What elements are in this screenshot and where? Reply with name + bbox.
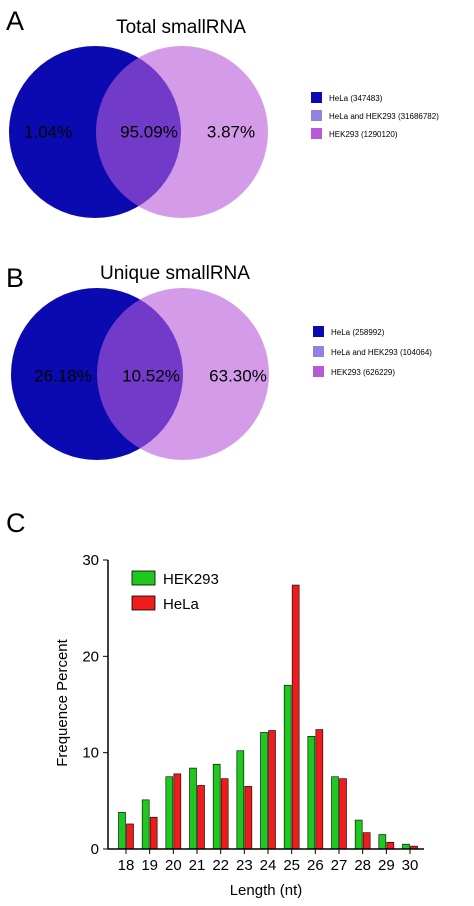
bar-hek293-27 bbox=[331, 776, 339, 850]
panel-b-title: Unique smallRNA bbox=[100, 263, 250, 284]
bar-hela-29 bbox=[386, 841, 395, 850]
legend-b-swatch bbox=[313, 366, 324, 377]
bar-hela-23 bbox=[244, 786, 253, 850]
bar-hek293-23 bbox=[236, 750, 245, 850]
x-axis-ticks: 18 19 20 21 22 23 24 25 26 27 28 29 30 bbox=[118, 849, 419, 874]
legend-b: HeLa (258992) HeLa and HEK293 (104064) H… bbox=[313, 326, 432, 377]
panel-b: B Unique smallRNA 26.18% 10.52% 63.30% H… bbox=[6, 263, 432, 460]
legend-b-swatch bbox=[313, 346, 324, 357]
chart-legend: HEK293 HeLa bbox=[131, 570, 219, 613]
venn-a: 1.04% 95.09% 3.87% bbox=[9, 46, 268, 218]
bar-hek293-20 bbox=[165, 776, 174, 850]
venn-b-overlap-label: 10.52% bbox=[122, 366, 180, 385]
legend-b-item: HeLa and HEK293 (104064) bbox=[313, 346, 432, 357]
bar-hela-18 bbox=[126, 823, 134, 850]
bar-hek293-21 bbox=[189, 767, 197, 850]
bar-hek293-24 bbox=[260, 732, 268, 850]
legend-a-swatch bbox=[311, 110, 322, 121]
legend-a-item: HEK293 (1290120) bbox=[311, 128, 398, 139]
venn-b-hek293-only-label: 63.30% bbox=[209, 366, 267, 385]
bar-hela-26 bbox=[315, 729, 324, 850]
x-tick-label: 21 bbox=[189, 857, 206, 874]
legend-label-hela: HeLa bbox=[163, 596, 200, 613]
bar-hek293-29 bbox=[378, 834, 387, 850]
venn-a-hek293-circle bbox=[96, 46, 268, 218]
venn-a-hek293-only-label: 3.87% bbox=[207, 122, 255, 141]
x-tick-label: 22 bbox=[212, 857, 229, 874]
bar-hela-20 bbox=[173, 773, 182, 850]
legend-b-label: HeLa and HEK293 (104064) bbox=[331, 348, 432, 357]
x-tick-label: 23 bbox=[236, 857, 253, 874]
bar-hek293-26 bbox=[307, 735, 316, 850]
bar-hek293-18 bbox=[118, 812, 126, 850]
bar-hek293-28 bbox=[354, 819, 363, 850]
bar-hela-25 bbox=[291, 584, 300, 850]
legend-a-label: HeLa and HEK293 (31686782) bbox=[329, 112, 439, 121]
x-tick-label: 29 bbox=[378, 857, 395, 874]
legend-swatch-hela bbox=[131, 595, 156, 611]
chart-legend-item: HeLa bbox=[131, 595, 200, 613]
legend-swatch-hek293 bbox=[131, 570, 156, 586]
y-axis-label: Frequence Percent bbox=[54, 638, 71, 766]
x-tick-label: 27 bbox=[331, 857, 348, 874]
x-tick-label: 20 bbox=[165, 857, 182, 874]
legend-a-item: HeLa (347483) bbox=[311, 92, 383, 103]
chart-legend-item: HEK293 bbox=[131, 570, 219, 588]
y-tick-label: 20 bbox=[82, 648, 99, 665]
legend-a-label: HEK293 (1290120) bbox=[329, 130, 398, 139]
x-tick-label: 26 bbox=[307, 857, 324, 874]
bar-hela-19 bbox=[149, 816, 158, 850]
legend-label-hek293: HEK293 bbox=[163, 571, 219, 588]
y-tick-label: 0 bbox=[91, 841, 99, 858]
venn-b-hela-only-label: 26.18% bbox=[34, 366, 92, 385]
legend-b-item: HeLa (258992) bbox=[313, 326, 385, 337]
x-tick-label: 30 bbox=[402, 857, 419, 874]
panel-b-letter: B bbox=[6, 263, 24, 293]
legend-a-label: HeLa (347483) bbox=[329, 94, 383, 103]
panel-a-title: Total smallRNA bbox=[116, 17, 246, 38]
panel-c-letter: C bbox=[6, 508, 26, 538]
venn-a-overlap-label: 95.09% bbox=[120, 122, 178, 141]
y-tick-label: 30 bbox=[82, 552, 99, 569]
legend-a-swatch bbox=[311, 128, 322, 139]
panel-a-letter: A bbox=[6, 6, 24, 36]
x-tick-label: 24 bbox=[260, 857, 277, 874]
x-tick-label: 25 bbox=[283, 857, 300, 874]
bar-hela-22 bbox=[220, 778, 229, 850]
panel-a: A Total smallRNA 1.04% 95.09% 3.87% HeLa… bbox=[6, 6, 439, 218]
x-tick-label: 19 bbox=[141, 857, 158, 874]
x-tick-label: 28 bbox=[354, 857, 371, 874]
x-axis-label: Length (nt) bbox=[230, 882, 303, 899]
bar-hek293-25 bbox=[283, 684, 292, 850]
bar-hela-28 bbox=[362, 832, 371, 850]
legend-b-label: HEK293 (626229) bbox=[331, 368, 395, 377]
legend-b-swatch bbox=[313, 326, 324, 337]
venn-b: 26.18% 10.52% 63.30% bbox=[11, 288, 269, 460]
bar-hela-21 bbox=[197, 785, 205, 850]
venn-a-hela-only-label: 1.04% bbox=[24, 122, 72, 141]
bar-hek293-19 bbox=[141, 799, 150, 850]
bars bbox=[118, 584, 418, 850]
y-tick-label: 10 bbox=[82, 745, 99, 762]
legend-a-swatch bbox=[311, 92, 322, 103]
legend-b-item: HEK293 (626229) bbox=[313, 366, 395, 377]
y-axis-ticks: 0 10 20 30 bbox=[82, 552, 108, 858]
legend-b-label: HeLa (258992) bbox=[331, 328, 385, 337]
bar-hela-27 bbox=[339, 778, 347, 850]
bar-hela-24 bbox=[268, 730, 276, 850]
legend-a-item: HeLa and HEK293 (31686782) bbox=[311, 110, 439, 121]
panel-c: C Frequence Percent Length (nt) 0102030 … bbox=[6, 508, 424, 899]
legend-a: HeLa (347483) HeLa and HEK293 (31686782)… bbox=[311, 92, 439, 139]
bar-hek293-22 bbox=[212, 763, 221, 850]
x-tick-label: 18 bbox=[118, 857, 135, 874]
venn-b-hek293-circle bbox=[97, 288, 269, 460]
